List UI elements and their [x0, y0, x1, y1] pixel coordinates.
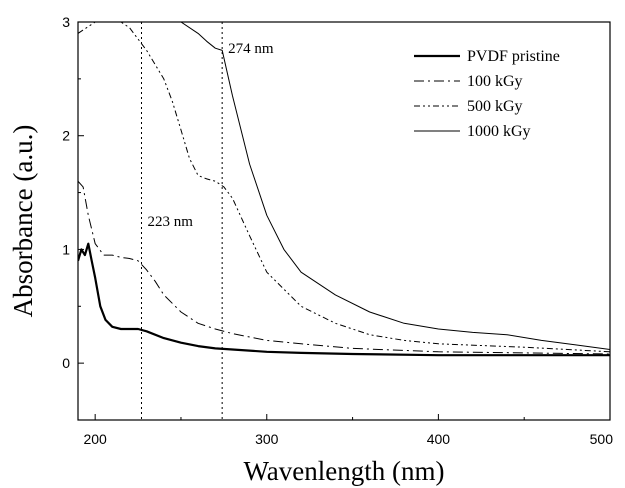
series-line-1 — [78, 242, 610, 357]
axis-ticks: 200 300 400 500 0 1 2 3 — [62, 14, 613, 447]
y-tick-label: 2 — [62, 128, 70, 144]
x-tick-label: 200 — [83, 431, 107, 447]
x-axis-title: Wavenlength (nm) — [243, 456, 444, 486]
plot-frame — [77, 21, 611, 421]
legend-label-3: 500 kGy — [467, 98, 523, 115]
reference-lines — [140, 22, 223, 420]
legend-label-4: 1000 kGy — [467, 123, 531, 140]
x-tick-label: 500 — [590, 431, 614, 447]
y-axis-title: Absorbance (a.u.) — [8, 125, 38, 318]
y-tick-label: 3 — [62, 14, 70, 30]
annotation-1: 223 nm — [147, 214, 193, 230]
y-tick-label: 0 — [62, 355, 70, 371]
series-line-3 — [78, 22, 610, 353]
y-tick-label: 1 — [62, 241, 70, 257]
annotations: 223 nm 274 nm — [147, 41, 273, 230]
legend-label-1: PVDF pristine — [467, 48, 560, 65]
x-tick-label: 300 — [255, 431, 279, 447]
x-tick-label: 400 — [427, 431, 451, 447]
series-line-4 — [78, 22, 610, 350]
series-line-2 — [78, 180, 610, 355]
series-lines — [78, 22, 610, 357]
legend-label-2: 100 kGy — [467, 73, 523, 90]
annotation-2: 274 nm — [228, 41, 274, 57]
legend: PVDF pristine 100 kGy 500 kGy 1000 kGy — [414, 48, 560, 140]
